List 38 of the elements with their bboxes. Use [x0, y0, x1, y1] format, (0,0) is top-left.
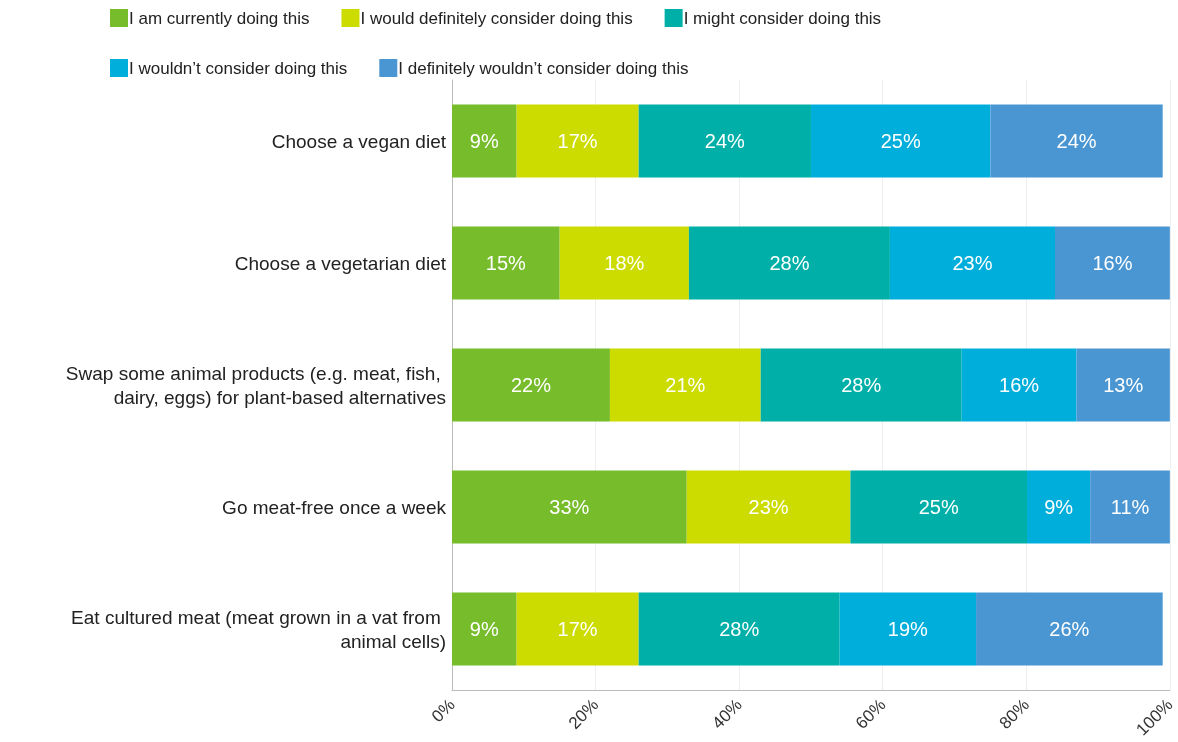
legend-label: I definitely wouldn’t consider doing this	[398, 58, 689, 78]
data-label: 22%	[510, 374, 552, 396]
data-label: 24%	[1056, 130, 1097, 152]
data-label: 9%	[469, 618, 499, 640]
data-label: 26%	[1049, 618, 1090, 640]
y-tick-label: Go meat-free once a week	[222, 496, 447, 518]
legend-label: I might consider doing this	[683, 8, 882, 28]
x-tick-label: 40%	[708, 695, 746, 733]
data-label: 16%	[999, 374, 1040, 396]
data-label: 23%	[748, 496, 789, 518]
data-label: 11%	[1110, 496, 1150, 518]
data-label: 25%	[918, 496, 959, 518]
y-tick-label: Choose a vegan diet	[271, 130, 447, 152]
y-tick-label: Eat cultured meat (meat grown in a vat from animal cells)	[71, 606, 446, 652]
data-label: 23%	[952, 252, 993, 274]
data-label: 33%	[549, 496, 590, 518]
data-label: 25%	[880, 130, 921, 152]
x-tick-label: 60%	[851, 695, 890, 733]
data-label: 16%	[1092, 252, 1133, 274]
data-label: 28%	[841, 374, 882, 396]
data-label: 9%	[469, 130, 499, 152]
data-label: 9%	[1044, 496, 1074, 518]
data-label: 13%	[1103, 374, 1144, 396]
data-label: 21%	[665, 374, 706, 396]
data-label: 15%	[485, 252, 527, 274]
data-label: 17%	[557, 618, 598, 640]
y-tick-label: Swap some animal products (e.g. meat, fish, dairy, eggs) for plant-based alternatives	[65, 362, 446, 408]
x-tick-label: 0%	[427, 695, 459, 727]
legend-label: I wouldn’t consider doing this	[129, 58, 348, 78]
data-label: 24%	[704, 130, 746, 152]
data-label: 28%	[719, 618, 760, 640]
data-label: 28%	[769, 252, 810, 274]
legend-label: I would definitely consider doing this	[360, 8, 633, 28]
data-label: 19%	[887, 618, 929, 640]
data-label: 17%	[557, 130, 598, 152]
legend-label: I am currently doing this	[129, 8, 310, 28]
y-tick-label: Choose a vegetarian diet	[234, 252, 447, 274]
data-label: 18%	[604, 252, 645, 274]
